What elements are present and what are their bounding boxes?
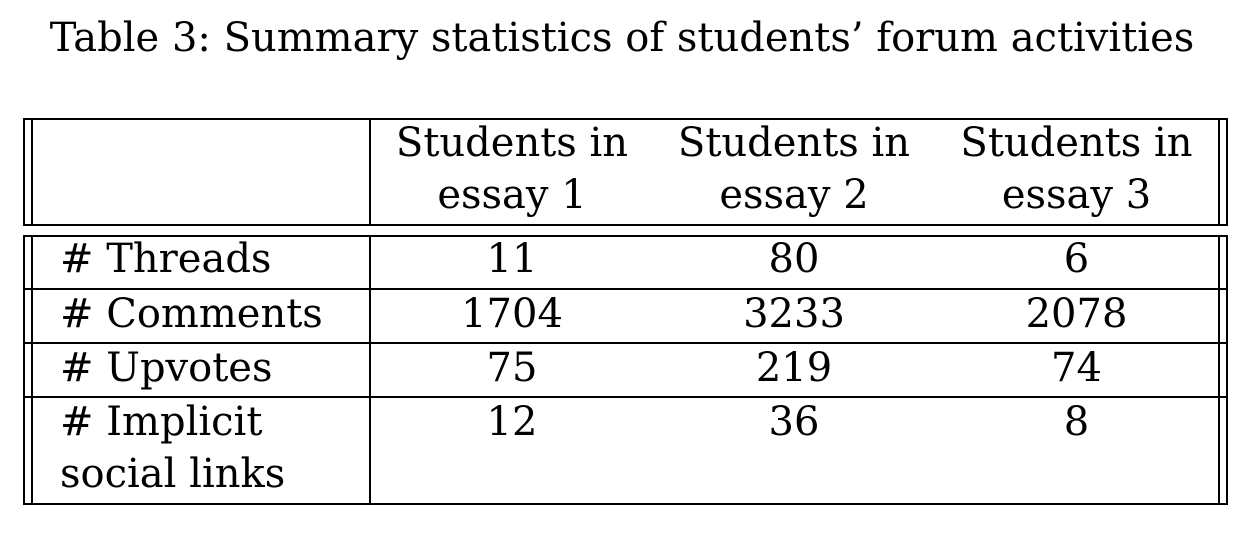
- table-cell: 219: [755, 345, 833, 391]
- label-column-separator: [369, 118, 371, 226]
- body-top-rule: [23, 235, 1228, 237]
- table-top-border: [23, 118, 1228, 120]
- table-cell: 6: [1063, 236, 1090, 282]
- row-label-comments: # Comments: [60, 291, 323, 337]
- right-border-outer-body: [1226, 235, 1228, 505]
- header-col-3-line-2: essay 3: [1001, 172, 1152, 218]
- header-col-1-line-1: Students in: [395, 120, 629, 166]
- header-col-3-line-1: Students in: [960, 120, 1193, 166]
- table-cell: 1704: [461, 291, 563, 337]
- label-column-separator-body: [369, 235, 371, 505]
- row-label-threads: # Threads: [60, 236, 272, 282]
- table-cell: 2078: [1025, 291, 1128, 337]
- right-border-outer: [1226, 118, 1228, 226]
- row-label-implicit-line-1: # Implicit: [60, 399, 263, 445]
- table-cell: 3233: [743, 291, 845, 337]
- row-label-upvotes: # Upvotes: [60, 345, 273, 391]
- header-col-1-line-2: essay 1: [437, 172, 587, 218]
- row-rule-2: [23, 342, 1228, 344]
- table-cell: 74: [1051, 345, 1102, 391]
- table-caption: Table 3: Summary statistics of students’…: [49, 15, 1195, 61]
- table-cell: 36: [768, 399, 820, 445]
- left-border-outer-body: [23, 235, 25, 505]
- row-rule-1: [23, 288, 1228, 290]
- table-cell: 12: [486, 399, 538, 445]
- right-border-inner: [1218, 118, 1220, 226]
- table-cell: 11: [486, 236, 538, 282]
- table-cell: 8: [1063, 399, 1090, 445]
- header-col-2-line-2: essay 2: [719, 172, 869, 218]
- header-bottom-rule: [23, 224, 1228, 226]
- row-rule-3: [23, 396, 1228, 398]
- table-cell: 75: [486, 345, 538, 391]
- left-border-inner: [31, 118, 33, 226]
- table-cell: 80: [768, 236, 820, 282]
- left-border-outer: [23, 118, 25, 226]
- header-col-2-line-1: Students in: [677, 120, 911, 166]
- row-label-implicit-line-2: social links: [60, 451, 286, 497]
- left-border-inner-body: [31, 235, 33, 505]
- table-bottom-border: [23, 503, 1228, 505]
- right-border-inner-body: [1218, 235, 1220, 505]
